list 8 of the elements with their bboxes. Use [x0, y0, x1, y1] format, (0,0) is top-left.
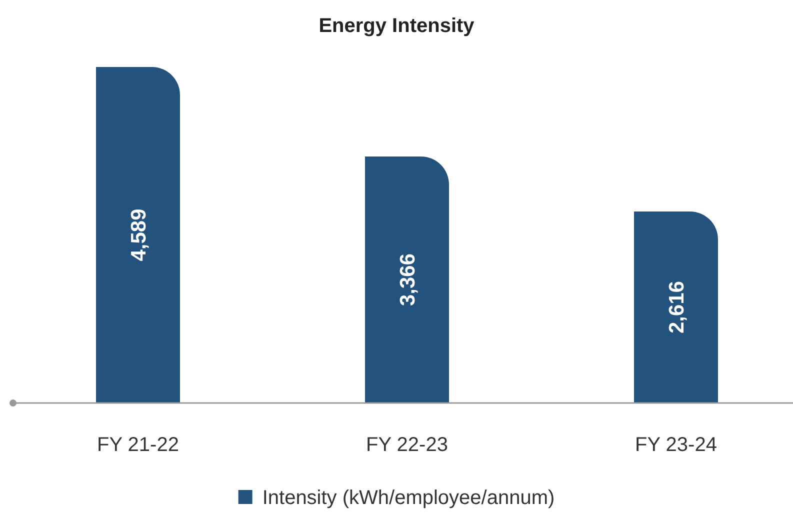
x-tick-label: FY 21-22	[97, 434, 179, 456]
data-label: 4,589	[127, 208, 150, 262]
x-tick-label: FY 23-24	[635, 434, 717, 456]
chart-title: Energy Intensity	[318, 15, 476, 37]
x-tick-label: FY 22-23	[366, 434, 448, 456]
data-label: 3,366	[396, 253, 420, 306]
data-label: 2,616	[665, 280, 688, 334]
legend-label: Intensity (kWh/employee/annum)	[262, 487, 555, 509]
